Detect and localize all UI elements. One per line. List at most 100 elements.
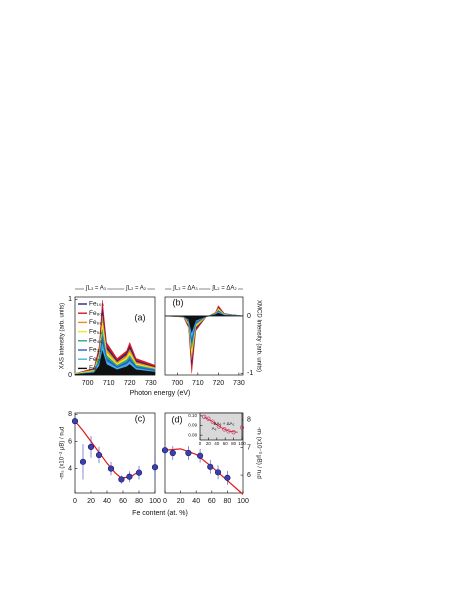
data-point: [169, 449, 176, 457]
spectrum-area: [74, 309, 156, 376]
integration-label: ∫L₂ = A₂: [125, 285, 147, 292]
y-axis-label: -mₗ (x10⁻³ μB) / n₃d: [255, 427, 261, 479]
x-axis-label: Photon energy (eV): [130, 390, 191, 397]
legend-label: Fe₅₈: [89, 328, 102, 335]
x-tick-label: 60: [223, 441, 229, 446]
y-tick-label: 0.08: [188, 432, 197, 437]
y-tick-label: 6: [68, 438, 72, 445]
fit-line: [74, 420, 140, 479]
legend-label: Fe₁₆: [89, 365, 102, 372]
integration-label: ∫L₂ = ΔA₂: [211, 285, 237, 292]
integration-label: ∫L₃ = ΔA₃: [172, 285, 198, 292]
data-point: [210, 419, 215, 424]
y-axis-label: -mₛ (x10⁻² μB) / n₃d: [60, 427, 66, 480]
x-tick-label: 720: [124, 380, 136, 387]
y-tick-label: 0.10: [188, 413, 197, 418]
y-tick-label: -1: [247, 370, 253, 377]
y-tick-label: 0.09: [188, 423, 197, 428]
legend-label: Fe₁₀₀: [89, 301, 104, 308]
integration-label: ∫L₃ = A₃: [85, 285, 107, 292]
data-point: [79, 458, 87, 465]
y-tick-label: 0: [68, 372, 72, 379]
panel-label: (b): [173, 297, 184, 307]
data-point: [87, 443, 95, 450]
x-tick-label: 100: [237, 498, 249, 505]
spectrum-area: [74, 322, 156, 376]
inset-label: A₃: [212, 426, 217, 431]
x-tick-label: 710: [103, 380, 115, 387]
x-tick-label: 100: [149, 498, 161, 505]
data-point: [202, 414, 207, 419]
spectrum-area: [74, 350, 156, 376]
spectrum-area: [74, 300, 156, 376]
data-point: [185, 449, 192, 457]
data-point: [95, 451, 103, 459]
x-tick-label: 80: [135, 498, 143, 505]
inset-label: ΔA₃ + ΔA₂: [214, 421, 235, 426]
data-point: [224, 474, 231, 481]
legend-label: Fe₈₀: [89, 310, 102, 317]
spectrum-area: [74, 343, 156, 376]
y-tick-label: 0: [247, 313, 251, 320]
x-axis-label: Fe content (at. %): [132, 510, 188, 517]
legend-label: Fe₆₈: [89, 319, 102, 326]
x-tick-label: 700: [82, 380, 94, 387]
x-tick-label: 0: [199, 441, 202, 446]
y-tick-label: 8: [68, 411, 72, 418]
data-point: [207, 463, 214, 470]
legend-label: Fe₄₄: [89, 338, 102, 345]
data-point: [231, 430, 236, 435]
y-tick-label: 6: [247, 472, 251, 479]
inset-frame: [199, 412, 243, 441]
y-tick-label: 1: [68, 296, 72, 303]
x-tick-label: 40: [214, 441, 220, 446]
y-axis-label: XAS Intensity (arb. units): [60, 303, 66, 369]
x-tick-label: 20: [177, 498, 185, 505]
legend-label: Fe₃₂: [89, 347, 102, 354]
y-tick-label: 7: [247, 444, 251, 451]
legend-label: Fe₂₀: [89, 356, 102, 363]
x-tick-label: 730: [233, 380, 245, 387]
data-point: [222, 427, 227, 432]
spectrum-area: [74, 315, 156, 376]
data-point: [216, 424, 221, 429]
x-tick-label: 710: [192, 380, 204, 387]
x-tick-label: 0: [163, 498, 167, 505]
data-point: [151, 464, 159, 471]
data-point: [126, 473, 133, 480]
spectrum-area: [74, 329, 156, 376]
y-axis-label: XMCD Intensity (arb. units): [255, 300, 261, 372]
x-tick-label: 60: [119, 498, 127, 505]
fit-line: [164, 448, 244, 495]
panel-label: (a): [135, 312, 146, 322]
x-tick-label: 730: [145, 380, 157, 387]
data-point: [71, 418, 79, 425]
data-point: [239, 425, 245, 430]
y-tick-label: 4: [68, 465, 72, 472]
data-point: [118, 476, 125, 483]
data-point: [206, 416, 211, 421]
x-tick-label: 60: [208, 498, 216, 505]
x-tick-label: 700: [171, 380, 183, 387]
panel-label: (d): [172, 414, 183, 424]
data-point: [214, 469, 222, 476]
data-point: [107, 465, 115, 472]
x-tick-label: 20: [206, 441, 212, 446]
x-tick-label: 80: [224, 498, 232, 505]
x-tick-label: 40: [192, 498, 200, 505]
panel-label: (c): [135, 413, 146, 423]
x-tick-label: 720: [213, 380, 225, 387]
x-tick-label: 40: [103, 498, 111, 505]
plot-frame: [164, 296, 244, 376]
plot-frame: [74, 412, 156, 494]
data-point: [161, 447, 169, 454]
x-tick-label: 20: [87, 498, 95, 505]
spectrum-area: [164, 312, 244, 334]
x-tick-label: 0: [73, 498, 77, 505]
data-point: [226, 429, 231, 434]
y-tick-label: 8: [247, 417, 251, 424]
data-point: [197, 452, 204, 459]
x-tick-label: 100: [238, 441, 246, 446]
x-tick-label: 80: [231, 441, 237, 446]
